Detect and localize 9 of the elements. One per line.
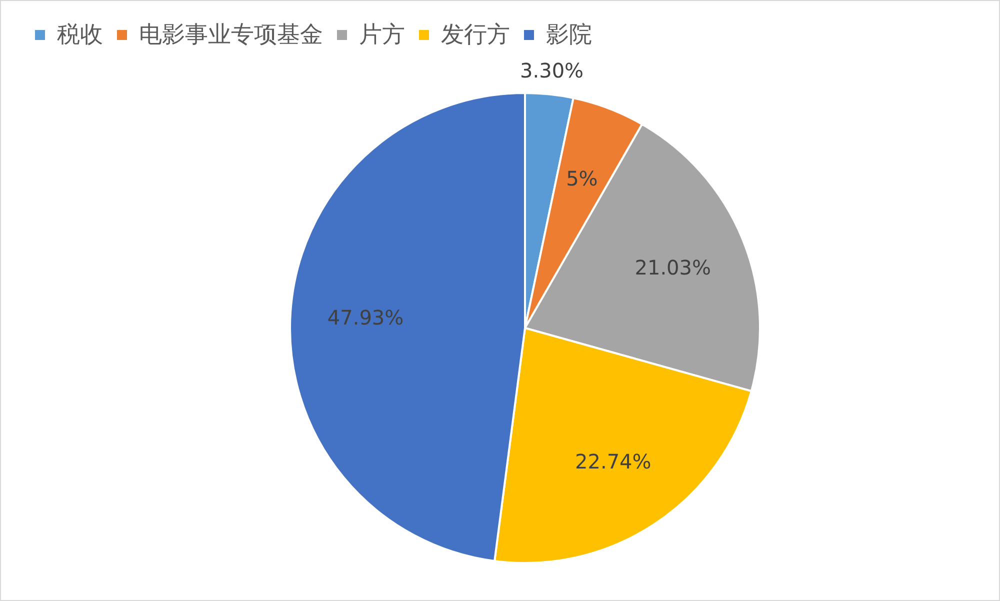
legend-label: 税收 [57,22,103,48]
data-label: 3.30% [520,58,584,82]
data-label: 21.03% [634,255,712,280]
data-label: 22.74% [575,449,652,474]
data-label: 5% [566,166,598,191]
legend-label: 影院 [546,22,592,48]
data-label: 47.93% [327,306,404,330]
legend-label: 片方 [359,22,405,48]
legend-label: 发行方 [441,22,510,48]
